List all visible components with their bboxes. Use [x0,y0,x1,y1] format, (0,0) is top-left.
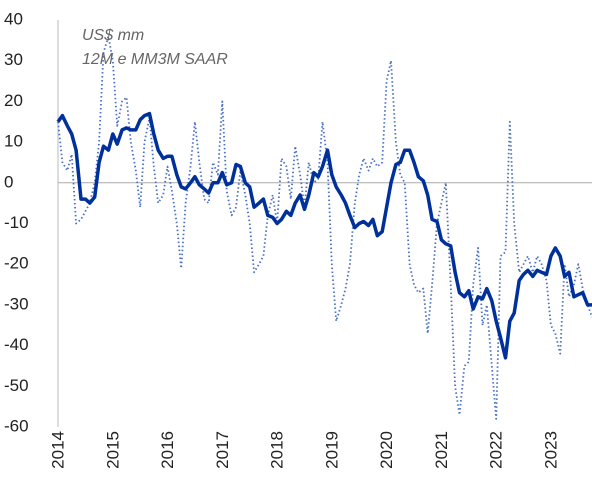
plot: -60 -50 -40 -30 -20 -10 0 10 20 30 40 2014 2015 2016 2… [4,9,592,469]
y-tick-label: -20 [4,254,29,273]
x-tick-label: 2023 [541,431,560,469]
x-tick-label: 2019 [322,431,341,469]
x-tick-label: 2015 [103,431,122,469]
y-tick-label: -60 [4,416,29,435]
y-tick-label: 30 [4,50,23,69]
x-tick-label: 2014 [48,431,67,469]
subtitle: 12M e MM3M SAAR [82,51,228,68]
y-tick-label: -30 [4,294,29,313]
line-series [56,111,592,360]
y-tick-label: 20 [4,91,23,110]
y-tick-label: -50 [4,376,29,395]
subtitle: US$ mm [82,27,144,44]
y-tick-label: -10 [4,213,29,232]
x-tick-label: 2016 [158,431,177,469]
x-tick-label: 2021 [432,431,451,469]
y-tick-label: 0 [4,172,13,191]
x-tick-label: 2017 [213,431,232,469]
x-tick-label: 2018 [268,431,287,469]
y-tick-label: -40 [4,335,29,354]
y-tick-label: 40 [4,9,23,28]
line-series-dotted [57,35,592,420]
y-tick-label: 10 [4,132,23,151]
x-tick-label: 2022 [487,431,506,469]
x-tick-label: 2020 [377,431,396,469]
